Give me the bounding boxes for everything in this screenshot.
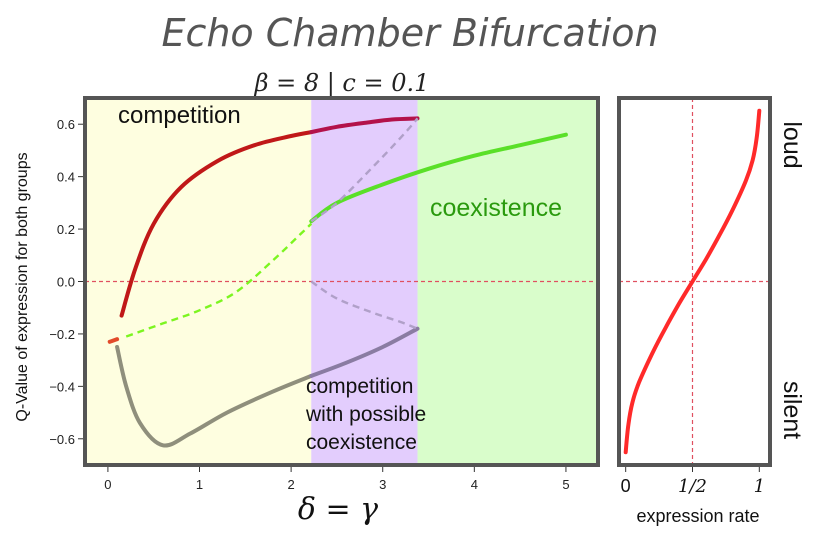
- region-label-mixed-line2: with possible: [305, 403, 426, 426]
- side-x-tick-label: 1/2: [678, 476, 707, 497]
- region-label-competition: competition: [118, 102, 241, 129]
- y-tick-label: 0.6: [57, 117, 75, 132]
- side-label-silent: silent: [778, 381, 806, 439]
- y-tick-label: 0.0: [57, 275, 75, 290]
- side-plot: 0 1/2 1 loud silent expression rate: [617, 96, 806, 526]
- y-axis-label: Q-Value of expression for both groups: [14, 152, 31, 421]
- main-regions: [85, 98, 598, 465]
- chart-subtitle: β = 8 | c = 0.1: [254, 69, 430, 98]
- series-2-line: [125, 222, 313, 338]
- side-x-tick-label: 1: [754, 476, 765, 497]
- side-plot-frame: [617, 96, 772, 467]
- main-plot-frame: [83, 96, 600, 467]
- side-ticks: 0 1/2 1: [621, 467, 765, 497]
- region-label-mixed-line1: competition: [306, 375, 413, 398]
- x-tick-label: 1: [196, 477, 203, 492]
- x-tick-label: 2: [287, 477, 294, 492]
- series-3-line: [309, 132, 568, 224]
- region-label-coexistence: coexistence: [430, 194, 562, 222]
- series-5-line: [309, 326, 420, 378]
- x-tick-label: 3: [379, 477, 386, 492]
- x-tick-label: 4: [471, 477, 478, 492]
- region-label-mixed: competition with possible coexistence: [305, 375, 432, 454]
- side-x-axis-label: expression rate: [636, 506, 759, 526]
- series-8-line: [107, 337, 120, 344]
- region-1: [311, 98, 418, 465]
- y-tick-label: −0.6: [49, 432, 75, 447]
- y-tick-label: −0.4: [49, 379, 75, 394]
- side-series-line: [623, 108, 762, 455]
- region-label-mixed-line3: coexistence: [306, 431, 417, 454]
- y-tick-label: 0.2: [57, 222, 75, 237]
- side-x-tick-label: 0: [621, 476, 631, 496]
- side-series: [623, 108, 762, 455]
- side-label-loud: loud: [778, 121, 806, 168]
- x-axis-label: δ = γ: [298, 492, 378, 527]
- main-ticks: 0 1 2 3 4 5 0.6 0.4 0.2 0.0 −0.2 −0.4 −0.6: [49, 117, 569, 492]
- y-tick-label: 0.4: [57, 170, 75, 185]
- main-plot: competition coexistence competition with…: [14, 96, 600, 527]
- region-labels: competition coexistence competition with…: [118, 102, 562, 454]
- x-tick-label: 5: [562, 477, 569, 492]
- series-1-line: [309, 116, 420, 135]
- main-series: [107, 116, 568, 448]
- y-tick-label: −0.2: [49, 327, 75, 342]
- chart-title: Echo Chamber Bifurcation: [161, 11, 658, 55]
- x-tick-label: 0: [104, 477, 111, 492]
- series-0-line: [119, 130, 314, 318]
- series-4-line: [115, 345, 314, 448]
